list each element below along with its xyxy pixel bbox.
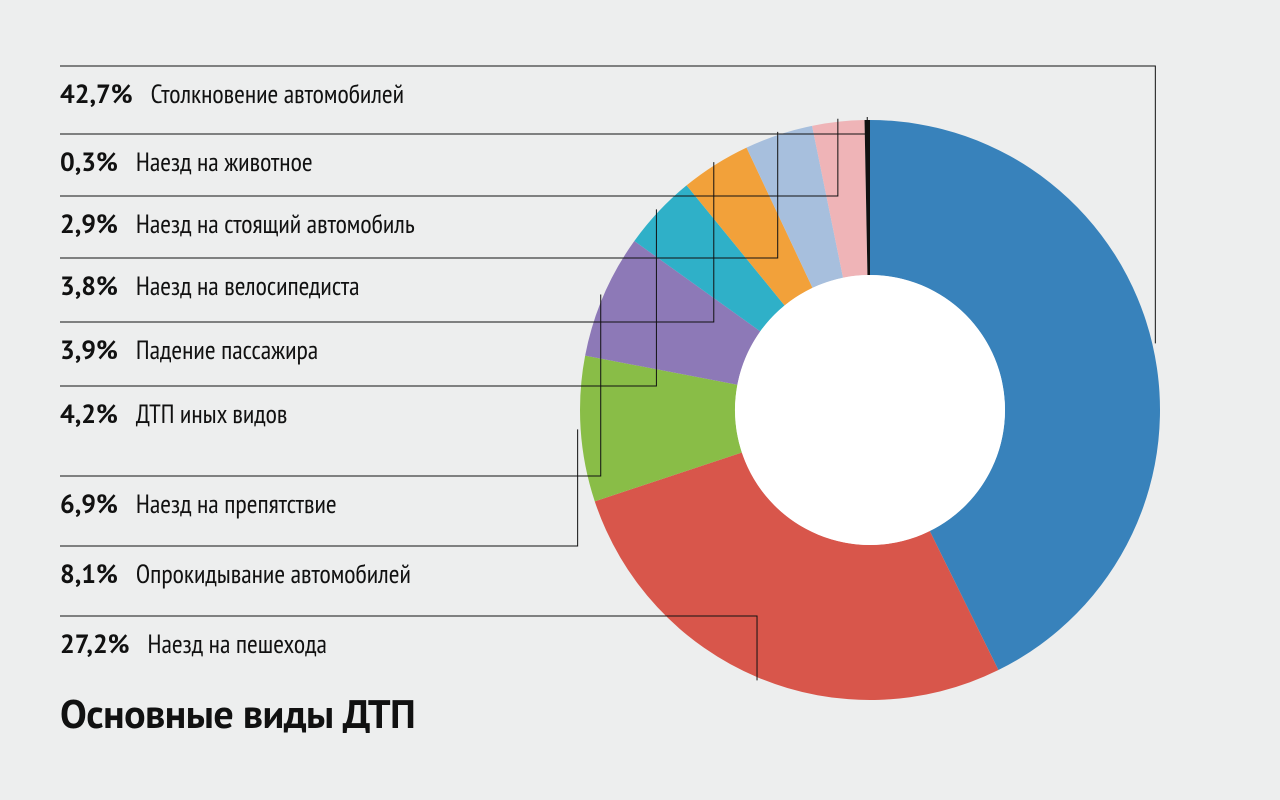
label-row-passenger: 3,9% Падение пассажира [60, 334, 318, 367]
slice-cyclist [747, 126, 844, 288]
leader-animal [60, 117, 867, 134]
label-pct: 6,9% [60, 488, 118, 521]
label-pct: 3,9% [60, 334, 118, 367]
label-pct: 4,2% [60, 398, 118, 431]
label-row-pedestrian: 27,2% Наезд на пешехода [60, 628, 327, 661]
label-text: Падение пассажира [136, 334, 318, 367]
label-pct: 42,7% [60, 78, 133, 111]
label-row-obstacle: 6,9% Наезд на препятствие [60, 488, 337, 521]
leader-obstacle [60, 294, 601, 476]
slice-parked [812, 120, 867, 278]
slice-pedestrian [595, 453, 999, 700]
label-text: Наезд на велосипедиста [136, 270, 360, 303]
label-text: Наезд на стоящий автомобиль [136, 208, 415, 241]
label-row-parked: 2,9% Наезд на стоящий автомобиль [60, 208, 415, 241]
donut-hole [735, 275, 1005, 545]
label-row-cyclist: 3,8% Наезд на велосипедиста [60, 270, 360, 303]
label-text: Наезд на препятствие [136, 488, 337, 521]
label-row-rollover: 8,1% Опрокидывание автомобилей [60, 558, 411, 591]
label-pct: 8,1% [60, 558, 118, 591]
slice-animal [865, 120, 870, 275]
chart-stage: 42,7% Столкновение автомобилей 0,3% Наезд н… [0, 0, 1280, 800]
slice-obstacle [585, 241, 760, 385]
label-row-animal: 0,3% Наезд на животное [60, 146, 313, 179]
slice-collision [870, 120, 1160, 670]
slice-passenger [687, 148, 813, 306]
label-text: ДТП иных видов [136, 398, 287, 431]
label-pct: 27,2% [60, 628, 130, 661]
label-row-other: 4,2% ДТП иных видов [60, 398, 287, 431]
label-text: Наезд на животное [136, 146, 313, 179]
label-pct: 2,9% [60, 208, 118, 241]
label-pct: 0,3% [60, 146, 118, 179]
label-text: Столкновение автомобилей [151, 78, 404, 111]
chart-title: Основные виды ДТП [60, 688, 415, 740]
label-pct: 3,8% [60, 270, 118, 303]
label-text: Наезд на пешехода [148, 628, 327, 661]
slice-other [634, 185, 784, 331]
label-text: Опрокидывание автомобилей [136, 558, 411, 591]
slice-rollover [580, 356, 742, 502]
label-row-collision: 42,7% Столкновение автомобилей [60, 78, 404, 111]
